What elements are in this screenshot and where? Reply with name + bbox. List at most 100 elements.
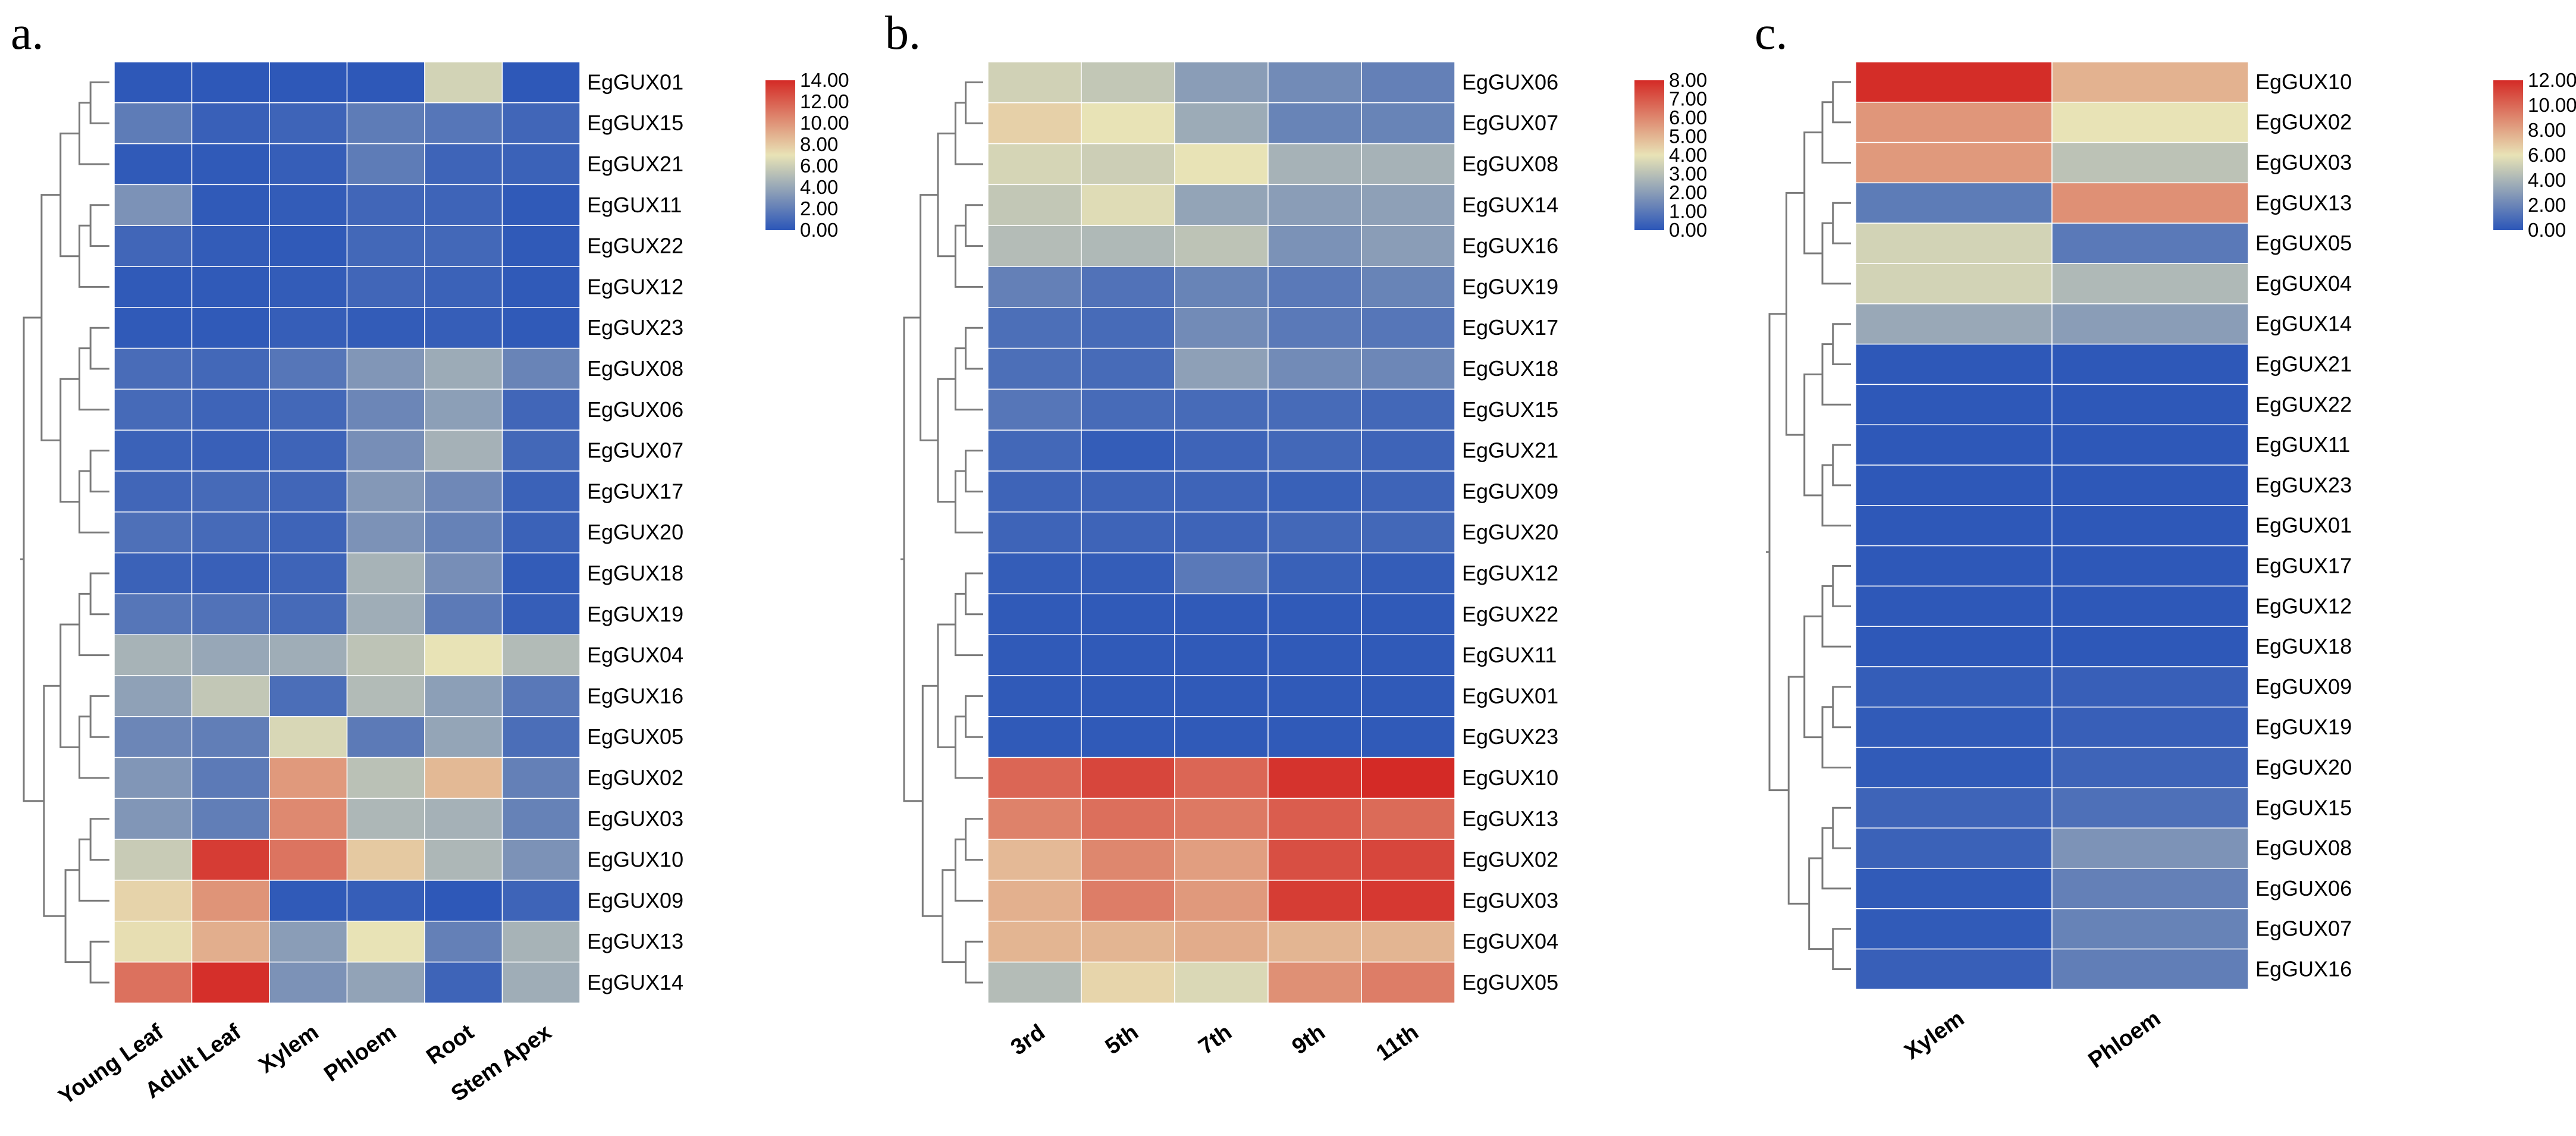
heatmap-cell [1081, 880, 1175, 922]
dendrogram-branch [1803, 131, 1822, 255]
row-label: EgGUX16 [587, 683, 683, 708]
heatmap-cell [1855, 626, 2053, 667]
row-label: EgGUX17 [587, 479, 683, 503]
heatmap-cell [269, 388, 348, 431]
heatmap-cell [346, 143, 425, 186]
heatmap-cell [1081, 634, 1175, 676]
heatmap-cell [1855, 142, 2053, 184]
heatmap-cell [987, 143, 1082, 186]
heatmap-cell [1361, 961, 1455, 1004]
row-label: EgGUX09 [587, 888, 683, 912]
row-label: EgGUX17 [1462, 315, 1558, 340]
colorbar-tick-label: 6.00 [2528, 144, 2566, 166]
row-label: EgGUX10 [1462, 765, 1558, 790]
heatmap-cell [1174, 266, 1269, 308]
column-label: 5th [1101, 1019, 1143, 1059]
row-label: EgGUX14 [587, 970, 683, 994]
row-label: EgGUX22 [1462, 602, 1558, 626]
row-label: EgGUX05 [587, 724, 683, 749]
heatmap-cell [2051, 626, 2249, 667]
heatmap-cell [191, 266, 270, 308]
heatmap-cell [1174, 675, 1269, 717]
dendrogram-branch [937, 378, 956, 503]
heatmap-cell [1361, 143, 1455, 186]
column-label: Xylem [1900, 1006, 1969, 1065]
heatmap-cell [1855, 182, 2053, 224]
heatmap-cell [424, 429, 503, 472]
heatmap-cell [1855, 343, 2053, 385]
heatmap-cell [1174, 307, 1269, 349]
row-label: EgGUX13 [1462, 807, 1558, 831]
heatmap-cell [987, 266, 1082, 308]
heatmap-cell [191, 143, 270, 186]
heatmap-cell [1174, 470, 1269, 513]
column-label: 3rd [1006, 1019, 1050, 1060]
dendrogram-branch [937, 623, 956, 748]
column-label: 11th [1372, 1019, 1423, 1066]
heatmap-cell [346, 429, 425, 472]
heatmap-cell [191, 675, 270, 717]
heatmap-cell [1081, 757, 1175, 799]
panel-a-row-dendrogram [20, 81, 109, 984]
row-label: EgGUX21 [2255, 352, 2352, 376]
row-label: EgGUX21 [1462, 438, 1558, 463]
heatmap-cell [2051, 908, 2249, 950]
heatmap-cell [114, 921, 193, 963]
heatmap-cell [1267, 347, 1362, 390]
dendrogram-branch [59, 623, 80, 748]
heatmap-cell [987, 102, 1082, 145]
panel-c-row-dendrogram [1766, 81, 1851, 970]
dendrogram-branch [965, 327, 983, 370]
dendrogram-branch [937, 132, 956, 258]
row-label: EgGUX06 [587, 397, 683, 422]
heatmap-cell [2051, 746, 2249, 789]
heatmap-cell [501, 102, 581, 145]
heatmap-cell [1267, 961, 1362, 1004]
dendrogram-branch [89, 327, 109, 370]
heatmap-cell [191, 880, 270, 922]
heatmap-cell [191, 429, 270, 472]
dendrogram-branch [89, 940, 109, 984]
dendrogram-branch [921, 685, 943, 917]
dendrogram-branch [942, 869, 966, 964]
heatmap-cell [2051, 61, 2249, 103]
dendrogram-branch [89, 204, 109, 247]
heatmap-cell [1361, 102, 1455, 145]
panel-c-colorbar: 0.00 2.00 4.00 6.00 8.00 10.00 12.00 [2493, 69, 2576, 241]
heatmap-cell [2051, 303, 2249, 345]
heatmap-cell [1174, 388, 1269, 431]
heatmap-cell [501, 839, 581, 881]
colorbar-tick-label: 10.00 [800, 112, 849, 134]
heatmap-cell [1267, 634, 1362, 676]
heatmap-cell [1174, 102, 1269, 145]
heatmap-cell [1855, 585, 2053, 627]
colorbar-tick-label: 4.00 [1669, 144, 1707, 166]
heatmap-cell [114, 184, 193, 226]
heatmap-cell [346, 266, 425, 308]
row-label: EgGUX11 [1462, 643, 1557, 667]
heatmap-cell [114, 593, 193, 635]
heatmap-cell [501, 716, 581, 758]
heatmap-cell [269, 347, 348, 390]
heatmap-cell [1855, 948, 2053, 990]
heatmap-cell [346, 225, 425, 267]
row-label: EgGUX23 [587, 315, 683, 340]
heatmap-cell [1361, 757, 1455, 799]
heatmap-cell [1174, 921, 1269, 963]
row-label: EgGUX03 [2255, 150, 2352, 175]
heatmap-cell [424, 511, 503, 554]
panel-b-row-labels: EgGUX06 EgGUX07 EgGUX08 EgGUX14 EgGUX16 EgGUX… [1462, 70, 1558, 994]
colorbar-tick-label: 8.00 [2528, 119, 2566, 141]
row-label: EgGUX20 [1462, 520, 1558, 544]
heatmap-cell [2051, 707, 2249, 748]
heatmap-cell [346, 839, 425, 881]
heatmap-cell [987, 961, 1082, 1004]
dendrogram-branch [1832, 202, 1851, 244]
column-label: Phloem [319, 1019, 401, 1087]
heatmap-cell [346, 184, 425, 226]
dendrogram-branch [954, 838, 983, 902]
heatmap-cell [1855, 465, 2053, 506]
row-label: EgGUX23 [2255, 473, 2352, 497]
heatmap-cell [191, 307, 270, 349]
dendrogram-branch [1821, 222, 1851, 285]
